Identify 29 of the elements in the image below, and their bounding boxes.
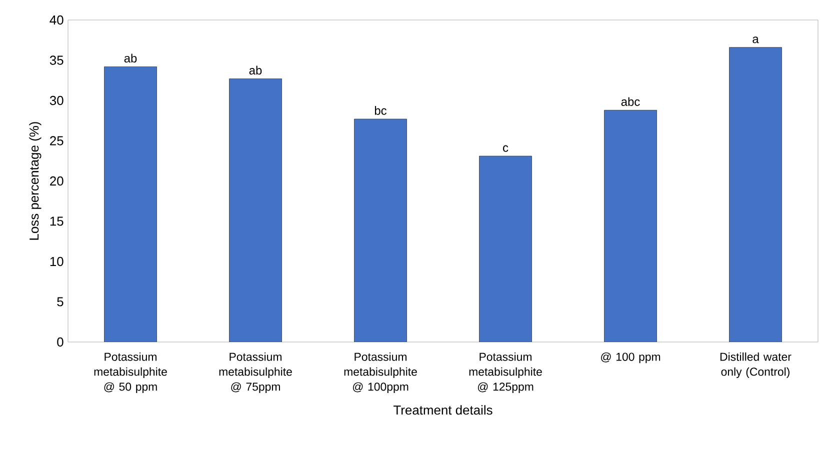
bar (104, 66, 157, 342)
annotation: bc (374, 106, 386, 115)
x-tick-label: Potassium metabisulphite @ 75ppm (219, 352, 292, 393)
y-tick-label: 30 (50, 96, 64, 106)
annotation: ab (249, 66, 262, 75)
annotation: a (752, 36, 759, 44)
bar (354, 118, 407, 342)
x-tick-label: Distilled water only (Control) (720, 352, 792, 378)
annotation: ab (124, 54, 137, 62)
y-tick-label: 5 (57, 297, 64, 306)
y-tick-label: 0 (57, 337, 64, 347)
bar (729, 47, 782, 342)
y-tick-label: 10 (50, 256, 64, 266)
y-tick-label: 20 (50, 176, 64, 186)
y-tick-label: 25 (50, 136, 64, 146)
bar (604, 110, 657, 342)
y-axis-title: Loss percentage (%) (29, 122, 42, 240)
x-axis-title: Treatment details (394, 405, 492, 415)
annotation: abc (621, 97, 640, 106)
y-tick-label: 35 (50, 56, 64, 65)
bar (479, 156, 532, 342)
y-tick-label: 15 (50, 216, 64, 226)
bar (229, 78, 282, 342)
annotation: c (503, 145, 508, 152)
y-tick-label: 40 (50, 15, 64, 25)
x-tick-label: Potassium metabisulphite @ 125ppm (469, 352, 542, 393)
x-tick-label: Potassium metabisulphite @ 50 ppm (94, 352, 167, 393)
x-tick-label: @ 100 ppm (601, 352, 660, 364)
x-tick-label: Potassium metabisulphite @ 100ppm (344, 352, 417, 393)
